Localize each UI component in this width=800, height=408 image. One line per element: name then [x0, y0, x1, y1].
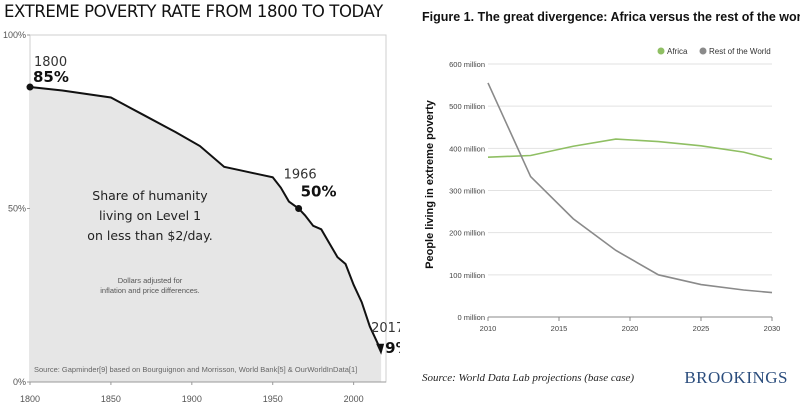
right-y-tick-label: 200 million [449, 229, 485, 238]
right-y-tick-label: 500 million [449, 102, 485, 111]
right-chart-panel: Figure 1. The great divergence: Africa v… [400, 0, 800, 408]
poverty-area-fill [30, 87, 382, 383]
center-caption-line: on less than $2/day. [87, 228, 212, 243]
left-x-tick-label: 2000 [344, 394, 364, 404]
right-chart-svg: 0 million 100 million 200 million 300 milli… [424, 47, 781, 333]
left-chart-title: EXTREME POVERTY RATE FROM 1800 TO TODAY [4, 2, 383, 21]
left-chart-svg: 0%50%100%1800 1850 1900 1950 2000180085%1966… [3, 30, 400, 404]
right-y-tick-label: 100 million [449, 271, 485, 280]
legend-swatch [657, 47, 665, 55]
left-y-tick-label: 100% [3, 30, 26, 40]
annotation-value-1966: 50% [301, 183, 337, 201]
legend-label: Africa [667, 47, 688, 56]
legend-swatch [699, 47, 707, 55]
annotation-value-1800: 85% [33, 68, 69, 86]
annotation-arrow-2017 [376, 343, 385, 355]
legend-label: Rest of the World [709, 47, 771, 56]
left-x-tick-label: 1850 [101, 394, 121, 404]
right-chart-source: Source: World Data Lab projections (base… [422, 372, 635, 384]
center-note-line: Dollars adjusted for [118, 276, 183, 285]
right-y-axis-label: People living in extreme poverty [424, 99, 436, 269]
brookings-logo: BROOKINGS [684, 368, 788, 387]
right-x-tick-label: 2010 [480, 324, 497, 333]
right-y-tick-label: 0 million [457, 313, 485, 322]
left-y-tick-label: 50% [8, 204, 26, 214]
right-x-tick-label: 2025 [693, 324, 710, 333]
poverty-rate-line [29, 86, 383, 352]
annotation-year-2017: 2017 [371, 321, 400, 336]
left-x-tick-label: 1800 [20, 394, 40, 404]
rest-of-world-line [487, 82, 773, 294]
africa-line [487, 138, 773, 161]
left-chart-source: Source: Gapminder[9] based on Bourguigno… [34, 365, 357, 374]
right-x-tick-label: 2020 [622, 324, 639, 333]
right-y-tick-label: 600 million [449, 60, 485, 69]
right-y-tick-label: 300 million [449, 187, 485, 196]
center-caption-line: Share of humanity [92, 188, 208, 203]
annotation-year-1966: 1966 [284, 168, 317, 183]
left-chart-panel: EXTREME POVERTY RATE FROM 1800 TO TODAY … [3, 2, 400, 404]
center-note-line: inflation and price differences. [100, 286, 200, 295]
right-chart-title: Figure 1. The great divergence: Africa v… [422, 10, 800, 24]
right-x-tick-label: 2030 [764, 324, 781, 333]
right-y-tick-label: 400 million [449, 144, 485, 153]
right-x-tick-label: 2015 [551, 324, 568, 333]
left-x-tick-label: 1900 [182, 394, 202, 404]
annotation-year-1800: 1800 [34, 55, 67, 70]
center-caption-line: living on Level 1 [99, 208, 201, 223]
annotation-point-1800 [26, 83, 34, 91]
left-y-tick-label: 0% [13, 377, 26, 387]
annotation-value-2017: 9% [385, 339, 400, 357]
annotation-point-1966 [295, 205, 303, 212]
left-x-tick-label: 1950 [263, 394, 283, 404]
